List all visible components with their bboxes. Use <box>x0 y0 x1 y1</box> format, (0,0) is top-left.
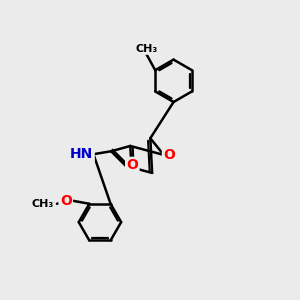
Text: CH₃: CH₃ <box>32 199 54 209</box>
Text: O: O <box>126 158 138 172</box>
Text: O: O <box>163 148 175 162</box>
Text: O: O <box>60 194 72 208</box>
Text: CH₃: CH₃ <box>135 44 158 54</box>
Text: HN: HN <box>70 147 94 161</box>
